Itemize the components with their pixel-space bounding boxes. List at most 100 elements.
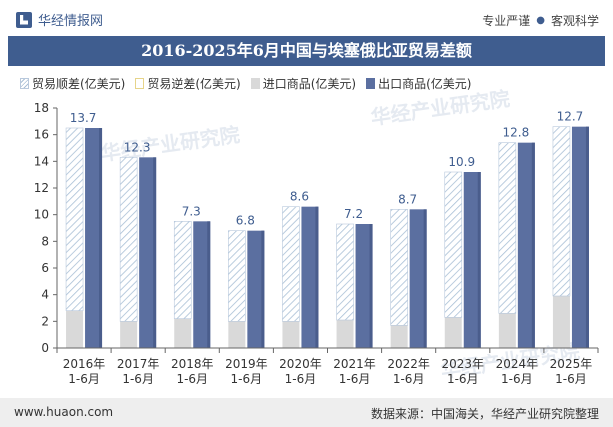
x-tick-label: 2021年 1-6月 [333,357,376,386]
bar-surplus [228,230,246,322]
data-label-surplus: 12.7 [557,110,584,124]
tagline: 专业严谨 ● 客观科学 [482,12,599,29]
bar-surplus [65,127,84,311]
bar-export [139,157,157,348]
bar-export [355,224,373,348]
legend-label-import: 进口商品(亿美元) [262,77,357,91]
bar-export-shade [207,221,211,348]
data-label-surplus: 7.2 [344,207,363,221]
x-tick-label: 2017年 1-6月 [117,357,160,386]
bullet-icon: ● [536,15,545,26]
bar-import [444,317,462,348]
data-label-surplus: 8.6 [290,190,309,204]
y-tick-label: 10 [34,208,49,222]
bar-import [120,321,138,348]
x-tick-label: 2016年 1-6月 [63,357,106,386]
brand: 华经情报网 [16,10,103,29]
bars: 13.7 12.3 7.3 6.8 8.6 7.2 8.7 10.9 12.8 12.7 [65,110,589,349]
legend-swatch-surplus [20,78,29,89]
bar-export [85,128,103,348]
bar-import [282,321,300,348]
bar-import [336,320,354,348]
data-label-surplus: 8.7 [398,192,417,206]
y-tick-label: 4 [41,288,49,302]
data-label-surplus: 12.8 [502,126,529,140]
tagline-right: 客观科学 [550,14,599,28]
bar-export-shade [531,142,535,348]
legend-swatch-deficit [135,78,145,89]
legend-label-surplus: 贸易顺差(亿美元) [32,77,126,91]
bar-export [571,126,589,349]
top-bar: 华经情报网 专业严谨 ● 客观科学 [0,0,613,36]
bar-export-shade [585,126,589,349]
bar-export [517,142,535,348]
x-tick-label: 2020年 1-6月 [279,357,322,386]
x-tick-label: 2024年 1-6月 [496,357,539,386]
bar-surplus [498,142,517,314]
data-label-surplus: 10.9 [448,155,475,169]
footer-source: 数据来源：中国海关，华经产业研究院整理 [370,407,599,421]
y-tick-label: 8 [41,234,49,248]
tagline-left: 专业严谨 [482,14,531,28]
data-label-surplus: 13.7 [70,111,97,125]
legend-item-import: 进口商品(亿美元) [250,75,357,92]
x-tick-label: 2025年 1-6月 [550,357,593,386]
legend-swatch-export [366,78,376,89]
legend-label-deficit: 贸易逆差(亿美元) [147,77,241,91]
legend-label-export: 出口商品(亿美元) [378,77,472,91]
bar-export-shade [99,128,103,348]
bar-export [193,221,211,348]
bar-export [463,172,481,348]
data-label-surplus: 6.8 [236,214,255,228]
bar-import [228,321,246,348]
bar-export-shade [153,157,157,348]
bar-import [390,325,408,348]
bar-surplus [119,157,138,322]
bar-import [66,310,84,348]
x-tick-label: 2019年 1-6月 [225,357,268,386]
y-tick-label: 12 [34,181,49,195]
x-tick-label: 2018年 1-6月 [171,357,214,386]
footer: www.huaon.com 数据来源：中国海关，华经产业研究院整理 [0,398,613,427]
bar-surplus [390,209,408,326]
bar-surplus [552,126,571,297]
bar-export [301,206,319,348]
legend-swatch-import [250,78,260,89]
y-tick-label: 0 [41,341,49,355]
bar-import [498,313,516,348]
y-tick-label: 14 [34,154,49,168]
footer-url: www.huaon.com [14,405,114,419]
bar-export-shade [315,206,319,348]
x-tick-label: 2023年 1-6月 [441,357,484,386]
bar-export-shade [423,209,427,348]
bar-export [247,230,265,348]
legend: 贸易顺差(亿美元) 贸易逆差(亿美元) 进口商品(亿美元) 出口商品(亿美元) [20,75,472,92]
x-axis: 2016年 1-6月 2017年 1-6月 2018年 1-6月 2019年 1-6月 2020… [56,347,599,386]
bar-import [174,318,192,348]
bar-surplus [444,171,463,318]
data-label-surplus: 7.3 [182,204,201,218]
bar-export-shade [369,224,373,348]
bar-surplus [173,221,192,319]
legend-item-surplus: 贸易顺差(亿美元) [20,75,125,92]
chart-title: 2016-2025年6月中国与埃塞俄比亚贸易差额 [141,41,472,60]
bar-surplus [282,206,300,322]
y-tick-label: 18 [34,101,49,115]
y-tick-label: 2 [41,314,49,328]
bar-import [552,296,570,348]
title-bar: 2016-2025年6月中国与埃塞俄比亚贸易差额 [8,36,605,66]
bar-export [409,209,427,348]
y-axis: 0 2 4 6 8 10 12 14 16 18 [34,101,58,355]
bar-export-shade [477,172,481,348]
data-label-surplus: 12.3 [124,140,151,154]
brand-name: 华经情报网 [38,14,104,29]
bar-surplus [336,223,354,321]
legend-item-export: 出口商品(亿美元) [366,75,472,92]
huajing-logo-icon [16,11,32,28]
y-tick-label: 6 [41,261,49,275]
y-tick-label: 16 [34,128,49,142]
bar-export-shade [261,230,265,348]
x-tick-label: 2022年 1-6月 [387,357,430,386]
